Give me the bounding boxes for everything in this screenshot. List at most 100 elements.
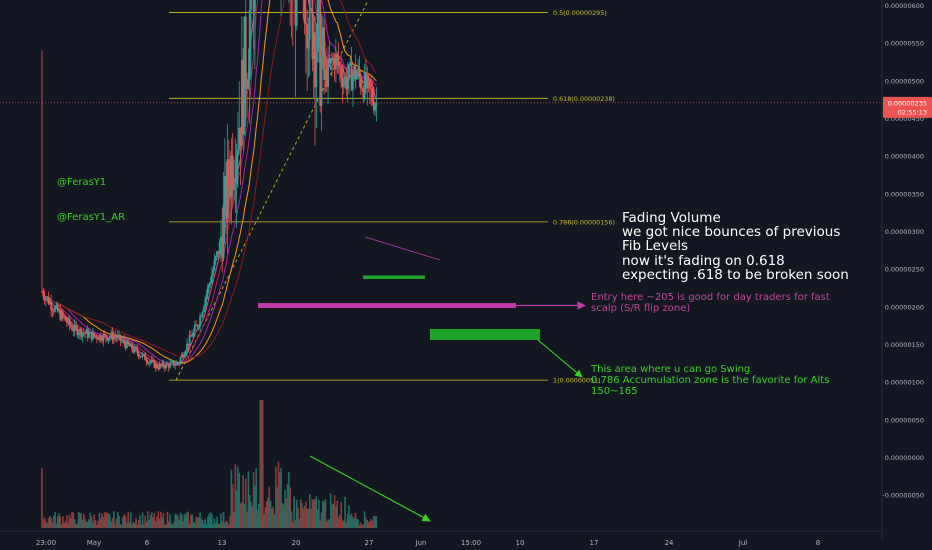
candle-body (345, 76, 348, 90)
volume-bar (285, 498, 288, 528)
volume-bar (101, 513, 103, 528)
price-tick-label: 0.00000150 (885, 341, 924, 349)
volume-bar (41, 468, 43, 528)
candle-body (323, 27, 326, 80)
time-tick-label: 17 (590, 539, 599, 547)
candle-body (62, 311, 64, 317)
time-axis[interactable]: 23:00 May 6 13 20 27 Jun 15:00 10 17 24 Jul 8 (0, 530, 882, 547)
candle-body (348, 64, 350, 80)
volume-bar (45, 521, 47, 528)
volume-bar (127, 511, 130, 528)
volume-bars (41, 400, 378, 528)
price-tick-label: -0.00000050 (882, 492, 924, 500)
candle-body (375, 102, 378, 106)
time-tick-label: Jun (415, 539, 427, 547)
time-tick-label: 10 (516, 539, 525, 547)
volume-bar (238, 472, 241, 528)
volume-bar (349, 515, 352, 528)
candle-body (174, 365, 177, 367)
volume-bar (133, 522, 136, 528)
candle-body (203, 307, 205, 312)
candle-body (166, 363, 169, 365)
volume-bar (149, 514, 152, 528)
candle-body (114, 336, 117, 338)
price-tick-label: 0.00000200 (885, 303, 924, 311)
candle-body (97, 339, 100, 340)
fib-level-label: 0.618(0.00000238) (553, 95, 615, 103)
volume-bar (255, 468, 258, 528)
volume-bar (299, 499, 302, 528)
volume-bar (269, 500, 272, 528)
candle-body (109, 337, 111, 339)
volume-bar (345, 522, 348, 528)
candle-body (248, 10, 251, 80)
author-handle-2: @FerasY1_AR (57, 211, 126, 223)
candle-body (129, 343, 132, 347)
volume-bar (339, 515, 341, 528)
entry-note: Entry here ~205 is good for day traders … (591, 292, 830, 314)
volume-bar (307, 508, 310, 528)
candle-body (254, 0, 256, 12)
volume-bar (56, 516, 59, 528)
time-tick-label: Jul (738, 539, 748, 547)
volume-bar (60, 524, 63, 528)
candle-body (331, 58, 333, 61)
candle-body (337, 57, 340, 66)
candle-body (197, 326, 200, 327)
volume-bar (209, 512, 212, 528)
volume-bar (340, 502, 342, 528)
volume-bar (113, 511, 115, 528)
candle-body (47, 296, 50, 304)
volume-bar (99, 518, 102, 528)
volume-bar (273, 514, 276, 528)
candle-body (239, 127, 242, 146)
volume-bar (77, 512, 80, 528)
price-axis[interactable]: 0.00000600 0.00000550 0.00000500 0.00000450… (881, 0, 924, 540)
candle-body (374, 105, 376, 111)
volume-bar (165, 524, 167, 528)
volume-bar (212, 524, 214, 528)
candle-body (54, 307, 56, 312)
candle-body (368, 79, 371, 89)
candle-body (159, 364, 162, 366)
volume-bar (88, 519, 90, 528)
candle-body (133, 347, 136, 352)
current-price-label: 0.00000235 (888, 99, 927, 107)
candle-body (88, 332, 90, 338)
candle-body (144, 353, 147, 361)
candle-body (295, 0, 298, 26)
volume-bar (71, 511, 73, 528)
volume-bar (305, 501, 307, 528)
candle-body (162, 362, 165, 367)
candle-body (60, 311, 63, 320)
volume-bar (171, 524, 174, 528)
candle-body (230, 155, 233, 198)
candle-body (234, 183, 237, 185)
volume-bar (152, 517, 154, 528)
volume-bar (161, 516, 163, 528)
candle-body (214, 256, 217, 261)
volume-bar (374, 516, 376, 528)
candle-body (158, 364, 161, 369)
fib-level-label: 1(0.00000051) (553, 377, 601, 385)
volume-bar (247, 471, 250, 528)
volume-bar (314, 499, 316, 528)
candle-body (99, 335, 102, 341)
volume-bar (94, 520, 97, 528)
volume-bar (248, 494, 251, 528)
time-tick-label: May (87, 539, 101, 547)
volume-bar (62, 516, 64, 528)
candle-body (308, 0, 311, 40)
candle-body (205, 293, 208, 299)
volume-bar (102, 516, 105, 528)
swing-note: This area where u can go Swing 0.786 Acc… (591, 364, 830, 397)
volume-bar (119, 523, 122, 528)
volume-bar (197, 517, 200, 528)
candle-body (336, 53, 339, 58)
candle-body (165, 363, 167, 369)
volume-bar (220, 513, 222, 528)
volume-bar (224, 522, 226, 528)
candle-body (82, 332, 85, 334)
price-tick-label: 0.00000600 (885, 2, 924, 10)
